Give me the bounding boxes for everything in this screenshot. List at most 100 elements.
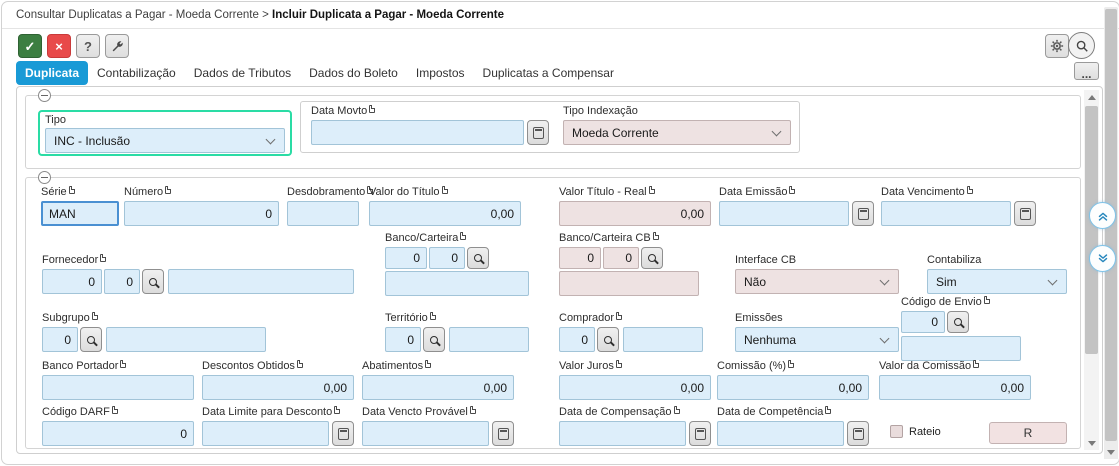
search-button[interactable]: [1068, 32, 1095, 59]
help-icon[interactable]: [983, 296, 990, 304]
comprador-code-input[interactable]: [559, 327, 595, 352]
help-icon[interactable]: [615, 360, 622, 368]
tab-dados-do-boleto[interactable]: Dados do Boleto: [309, 66, 398, 80]
subgrupo-description-input[interactable]: [106, 327, 266, 352]
data-vencimento-input[interactable]: [881, 201, 1011, 226]
help-icon[interactable]: [616, 312, 623, 320]
breadcrumb-parent[interactable]: Consultar Duplicatas a Pagar - Moeda Cor…: [16, 9, 259, 21]
help-icon[interactable]: [425, 360, 432, 368]
data-vencto-provavel-calendar-button[interactable]: [492, 421, 514, 446]
rateio-checkbox[interactable]: [890, 425, 903, 438]
valor-do-titulo-input[interactable]: [369, 201, 521, 226]
r-button[interactable]: R: [989, 422, 1067, 444]
fornecedor-code1-input[interactable]: [42, 269, 102, 294]
data-competencia-input[interactable]: [717, 421, 844, 446]
comissao-input[interactable]: [717, 375, 869, 400]
more-button[interactable]: ...: [1074, 62, 1099, 80]
scroll-to-bottom-button[interactable]: [1089, 245, 1116, 272]
help-icon[interactable]: [369, 105, 376, 113]
fornecedor-code2-input[interactable]: [104, 269, 140, 294]
collapse-section-main-button[interactable]: [38, 171, 51, 184]
help-icon[interactable]: [296, 360, 303, 368]
desdobramento-input[interactable]: [287, 201, 359, 226]
territorio-code-input[interactable]: [385, 327, 421, 352]
codigo-envio-search-button[interactable]: [947, 311, 969, 333]
fornecedor-description-input[interactable]: [168, 269, 354, 294]
banco-carteira-cb-search-button[interactable]: [641, 247, 663, 269]
help-icon[interactable]: [966, 186, 973, 194]
settings-button[interactable]: [1045, 34, 1069, 58]
help-icon[interactable]: [789, 186, 796, 194]
banco-carteira-search-button[interactable]: [467, 247, 489, 269]
banco-portador-input[interactable]: [42, 375, 194, 400]
help-icon[interactable]: [429, 312, 436, 320]
help-icon[interactable]: [673, 406, 680, 414]
help-icon[interactable]: [111, 406, 118, 414]
scroll-to-top-button[interactable]: [1089, 202, 1116, 229]
fornecedor-search-button[interactable]: [142, 269, 164, 294]
cancel-button[interactable]: ×: [47, 34, 71, 58]
help-icon[interactable]: [68, 186, 75, 194]
tab-dados-de-tributos[interactable]: Dados de Tributos: [193, 66, 292, 80]
help-icon[interactable]: [469, 406, 476, 414]
data-emissao-calendar-button[interactable]: [852, 201, 874, 226]
tab-impostos[interactable]: Impostos: [415, 66, 465, 80]
tab-duplicatas-a-compensar[interactable]: Duplicatas a Compensar: [482, 66, 614, 80]
banco-carteira-code1-input[interactable]: [385, 247, 427, 269]
serie-input[interactable]: [41, 201, 119, 226]
help-icon[interactable]: [165, 186, 172, 194]
comprador-search-button[interactable]: [597, 327, 619, 352]
help-icon[interactable]: [441, 186, 448, 194]
scrollbar-thumb[interactable]: [1085, 106, 1098, 354]
subgrupo-code-input[interactable]: [42, 327, 78, 352]
banco-carteira-code2-input[interactable]: [429, 247, 465, 269]
data-limite-desconto-calendar-button[interactable]: [332, 421, 354, 446]
descontos-obtidos-input[interactable]: [202, 375, 354, 400]
codigo-darf-input[interactable]: [42, 421, 194, 446]
outer-scrollbar[interactable]: [1104, 7, 1118, 459]
data-competencia-calendar-button[interactable]: [847, 421, 869, 446]
subgrupo-search-button[interactable]: [80, 327, 102, 352]
emissoes-select[interactable]: Nenhuma: [735, 327, 899, 352]
help-icon[interactable]: [100, 254, 107, 262]
tipo-select[interactable]: INC - Inclusão: [45, 128, 285, 153]
help-icon[interactable]: [334, 406, 341, 414]
comprador-description-input[interactable]: [623, 327, 703, 352]
help-icon[interactable]: [91, 312, 98, 320]
scrollbar-up-button[interactable]: [1084, 90, 1099, 104]
codigo-envio-code-input[interactable]: [901, 311, 945, 333]
valor-da-comissao-input[interactable]: [879, 375, 1031, 400]
help-icon[interactable]: [652, 232, 659, 240]
tab-contabilizacao[interactable]: Contabilização: [97, 66, 176, 80]
confirm-button[interactable]: ✓: [18, 34, 42, 58]
territorio-search-button[interactable]: [423, 327, 445, 352]
help-icon[interactable]: [973, 360, 980, 368]
numero-input[interactable]: [124, 201, 279, 226]
abatimentos-input[interactable]: [362, 375, 514, 400]
data-compensacao-calendar-button[interactable]: [689, 421, 711, 446]
data-movto-input[interactable]: [311, 120, 524, 145]
data-movto-calendar-button[interactable]: [527, 120, 549, 145]
help-icon[interactable]: [648, 186, 655, 194]
help-icon[interactable]: [367, 186, 374, 194]
outer-scrollbar-down-button[interactable]: [1104, 445, 1118, 459]
codigo-envio-description-input[interactable]: [901, 336, 1021, 361]
help-icon[interactable]: [460, 232, 467, 240]
data-compensacao-input[interactable]: [559, 421, 686, 446]
collapse-section-tipo-button[interactable]: [38, 89, 51, 102]
tab-duplicata[interactable]: Duplicata: [16, 61, 89, 85]
tools-button[interactable]: [105, 34, 129, 58]
data-limite-desconto-input[interactable]: [202, 421, 329, 446]
help-icon[interactable]: [788, 360, 795, 368]
help-button[interactable]: ?: [76, 34, 100, 58]
data-vencimento-calendar-button[interactable]: [1014, 201, 1036, 226]
data-vencto-provavel-input[interactable]: [362, 421, 489, 446]
banco-carteira-description-input[interactable]: [385, 271, 529, 296]
data-emissao-input[interactable]: [719, 201, 849, 226]
contabiliza-select[interactable]: Sim: [927, 269, 1067, 294]
valor-juros-input[interactable]: [559, 375, 711, 400]
inner-scrollbar[interactable]: [1084, 90, 1099, 450]
help-icon[interactable]: [120, 360, 127, 368]
help-icon[interactable]: [825, 406, 832, 414]
scrollbar-down-button[interactable]: [1084, 436, 1099, 450]
